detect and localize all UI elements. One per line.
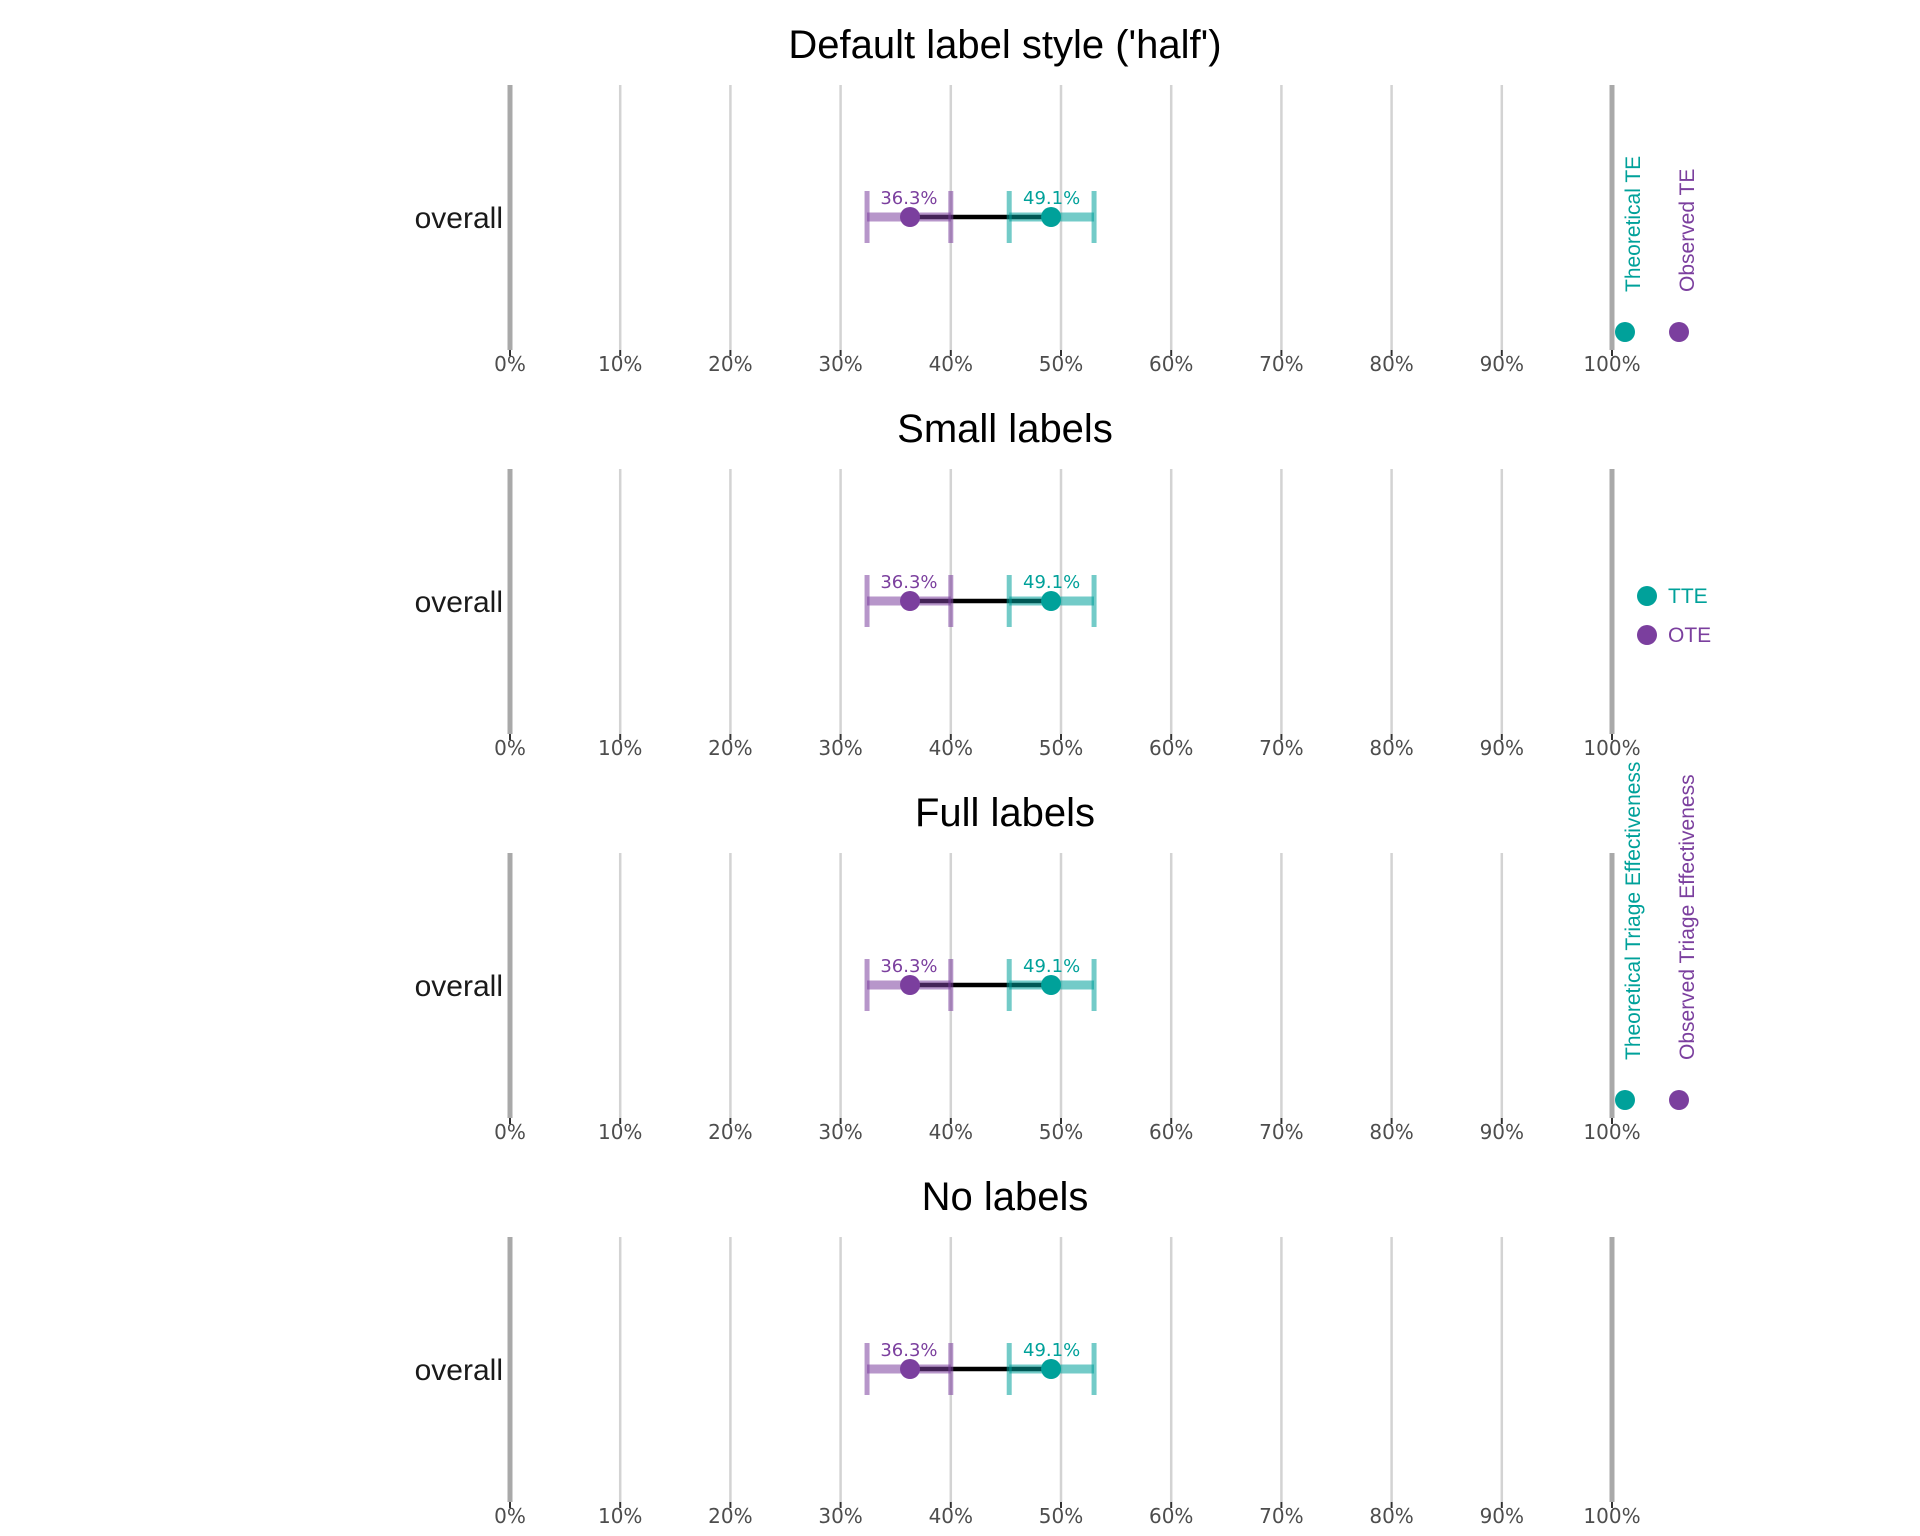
x-tick-label: 60% — [1149, 352, 1193, 376]
x-tick-label: 20% — [708, 1120, 752, 1144]
chart-title: Default label style ('half') — [788, 23, 1221, 67]
data-label: 36.3% — [880, 572, 937, 593]
x-tick-label: 30% — [818, 1120, 862, 1144]
y-category-label: overall — [415, 1354, 503, 1387]
x-tick-label: 70% — [1259, 352, 1303, 376]
estimate-point — [1041, 1359, 1062, 1379]
x-tick-label: 90% — [1480, 352, 1524, 376]
x-tick-label: 0% — [494, 736, 526, 760]
x-tick-label: 100% — [1583, 352, 1640, 376]
x-tick-label: 20% — [708, 1504, 752, 1528]
x-tick-label: 100% — [1583, 1120, 1640, 1144]
x-tick-label: 80% — [1369, 1120, 1413, 1144]
estimate-point — [900, 975, 921, 995]
x-tick-label: 30% — [818, 736, 862, 760]
x-tick-label: 0% — [494, 352, 526, 376]
estimate-point — [1041, 207, 1062, 227]
x-tick-label: 70% — [1259, 736, 1303, 760]
legend-marker — [1669, 322, 1689, 342]
chart-title: Small labels — [897, 407, 1113, 451]
legend-label: OTE — [1668, 624, 1711, 647]
legend-label: Observed Triage Effectiveness — [1676, 774, 1699, 1060]
chart-title: No labels — [922, 1175, 1089, 1219]
chart-panel: Full labels 0% 10% 20% 30% 40% 50% 60% 70% 80% 90%… — [415, 762, 1699, 1144]
legend-marker — [1615, 322, 1635, 342]
x-tick-label: 0% — [494, 1504, 526, 1528]
x-tick-label: 90% — [1480, 736, 1524, 760]
estimate-point — [900, 591, 921, 611]
data-label: 36.3% — [880, 1340, 937, 1361]
legend-marker — [1615, 1090, 1635, 1110]
x-tick-label: 50% — [1039, 352, 1083, 376]
x-tick-label: 70% — [1259, 1504, 1303, 1528]
x-tick-label: 100% — [1583, 1504, 1640, 1528]
x-tick-label: 60% — [1149, 1504, 1193, 1528]
chart-title: Full labels — [915, 791, 1095, 835]
estimate-point — [1041, 975, 1062, 995]
legend-label: Theoretical Triage Effectiveness — [1622, 762, 1645, 1060]
x-tick-label: 50% — [1039, 1120, 1083, 1144]
x-tick-label: 30% — [818, 1504, 862, 1528]
x-tick-label: 20% — [708, 352, 752, 376]
y-category-label: overall — [415, 970, 503, 1003]
y-category-label: overall — [415, 586, 503, 619]
x-tick-label: 10% — [598, 1120, 642, 1144]
legend-marker — [1637, 625, 1657, 645]
data-label: 49.1% — [1023, 956, 1080, 977]
x-tick-label: 80% — [1369, 736, 1413, 760]
x-tick-label: 100% — [1583, 736, 1640, 760]
x-tick-label: 80% — [1369, 1504, 1413, 1528]
data-label: 49.1% — [1023, 188, 1080, 209]
x-tick-label: 10% — [598, 736, 642, 760]
legend-label: Observed TE — [1676, 169, 1699, 292]
x-tick-label: 50% — [1039, 1504, 1083, 1528]
legend-label: Theoretical TE — [1622, 156, 1645, 292]
x-tick-label: 40% — [929, 352, 973, 376]
y-category-label: overall — [415, 202, 503, 235]
data-label: 49.1% — [1023, 1340, 1080, 1361]
x-tick-label: 10% — [598, 1504, 642, 1528]
chart-panel: Default label style ('half') 0% 10% 20% 30% 4… — [415, 23, 1699, 376]
estimate-point — [900, 207, 921, 227]
x-tick-label: 90% — [1480, 1120, 1524, 1144]
x-tick-label: 60% — [1149, 736, 1193, 760]
x-tick-label: 50% — [1039, 736, 1083, 760]
x-tick-label: 20% — [708, 736, 752, 760]
estimate-point — [1041, 591, 1062, 611]
data-label: 49.1% — [1023, 572, 1080, 593]
x-tick-label: 0% — [494, 1120, 526, 1144]
x-tick-label: 40% — [929, 736, 973, 760]
x-tick-label: 10% — [598, 352, 642, 376]
x-tick-label: 80% — [1369, 352, 1413, 376]
x-tick-label: 60% — [1149, 1120, 1193, 1144]
chart-panel: Small labels 0% 10% 20% 30% 40% 50% 60% 70% 80% 90… — [415, 407, 1712, 760]
legend-marker — [1637, 586, 1657, 606]
x-tick-label: 40% — [929, 1504, 973, 1528]
x-tick-label: 30% — [818, 352, 862, 376]
x-tick-label: 70% — [1259, 1120, 1303, 1144]
estimate-point — [900, 1359, 921, 1379]
legend-label: TTE — [1668, 585, 1708, 608]
data-label: 36.3% — [880, 956, 937, 977]
legend-marker — [1669, 1090, 1689, 1110]
x-tick-label: 90% — [1480, 1504, 1524, 1528]
x-tick-label: 40% — [929, 1120, 973, 1144]
chart-panel: No labels 0% 10% 20% 30% 40% 50% 60% 70% 80% 90% 10… — [415, 1175, 1641, 1528]
data-label: 36.3% — [880, 188, 937, 209]
